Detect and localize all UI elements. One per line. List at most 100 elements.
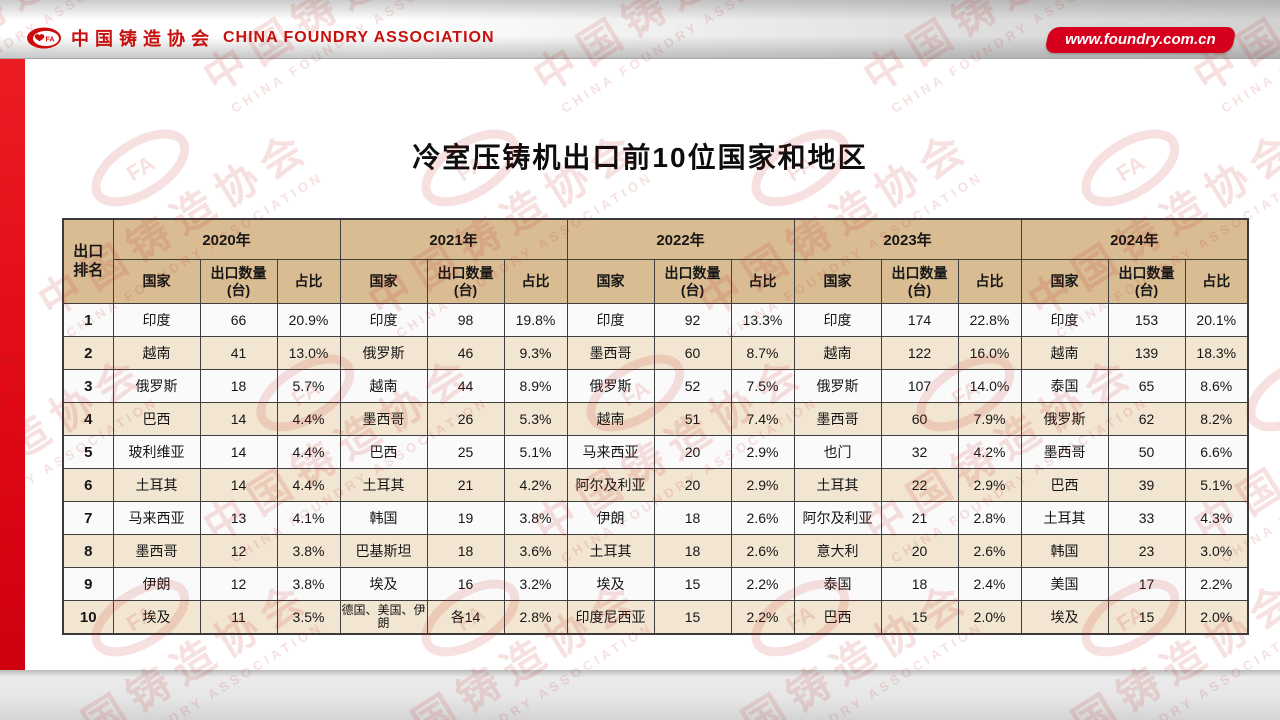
table-row: 7 马来西亚 13 4.1% 韩国 19 3.8% 伊朗 18 2.6% 阿尔及利亚 21 2.8% 土耳… — [62, 501, 1249, 535]
country-header: 国家 — [1020, 259, 1109, 304]
qty-cell: 14 — [199, 435, 278, 469]
share-cell: 4.2% — [957, 435, 1022, 469]
country-cell: 越南 — [1020, 336, 1109, 370]
share-cell: 2.4% — [957, 567, 1022, 601]
table-row: 2 越南 41 13.0% 俄罗斯 46 9.3% 墨西哥 60 8.7% 越南 122 16.0% 越南… — [62, 336, 1249, 370]
country-header: 国家 — [339, 259, 428, 304]
rank-cell: 3 — [62, 369, 114, 403]
share-cell: 18.3% — [1184, 336, 1249, 370]
qty-cell: 26 — [426, 402, 505, 436]
share-cell: 4.4% — [276, 402, 341, 436]
share-header: 占比 — [276, 259, 341, 304]
share-cell: 8.9% — [503, 369, 568, 403]
country-cell: 马来西亚 — [566, 435, 655, 469]
share-header: 占比 — [957, 259, 1022, 304]
country-cell: 俄罗斯 — [566, 369, 655, 403]
qty-cell: 15 — [653, 567, 732, 601]
country-cell: 埃及 — [1020, 600, 1109, 635]
qty-cell: 15 — [880, 600, 959, 635]
country-cell: 印度尼西亚 — [566, 600, 655, 635]
brand-name-cn: 中国铸造协会 — [71, 29, 215, 49]
country-cell: 阿尔及利亚 — [793, 501, 882, 535]
country-cell: 德国、美国、伊朗 — [339, 600, 428, 635]
country-cell: 墨西哥 — [1020, 435, 1109, 469]
share-cell: 8.2% — [1184, 402, 1249, 436]
country-cell: 俄罗斯 — [339, 336, 428, 370]
share-cell: 4.4% — [276, 468, 341, 502]
country-cell: 意大利 — [793, 534, 882, 568]
share-cell: 2.9% — [730, 435, 795, 469]
qty-cell: 32 — [880, 435, 959, 469]
share-cell: 5.1% — [1184, 468, 1249, 502]
share-cell: 6.6% — [1184, 435, 1249, 469]
share-cell: 2.9% — [730, 468, 795, 502]
share-cell: 20.1% — [1184, 303, 1249, 337]
rank-cell: 9 — [62, 567, 114, 601]
qty-cell: 15 — [653, 600, 732, 635]
table-row: 5 玻利维亚 14 4.4% 巴西 25 5.1% 马来西亚 20 2.9% 也门 32 4.2% 墨西哥… — [62, 435, 1249, 469]
left-accent-bar — [0, 59, 25, 670]
qty-cell: 60 — [880, 402, 959, 436]
country-cell: 越南 — [112, 336, 201, 370]
qty-cell: 18 — [653, 534, 732, 568]
country-cell: 巴西 — [793, 600, 882, 635]
share-cell: 13.0% — [276, 336, 341, 370]
country-cell: 埃及 — [112, 600, 201, 635]
share-cell: 7.4% — [730, 402, 795, 436]
qty-cell: 18 — [653, 501, 732, 535]
year-header: 2024年 — [1020, 218, 1249, 260]
cfa-logo-icon: FA — [27, 27, 61, 49]
qty-cell: 23 — [1107, 534, 1186, 568]
country-cell: 墨西哥 — [339, 402, 428, 436]
country-cell: 泰国 — [793, 567, 882, 601]
country-cell: 巴西 — [1020, 468, 1109, 502]
share-cell: 16.0% — [957, 336, 1022, 370]
share-cell: 4.4% — [276, 435, 341, 469]
share-cell: 2.2% — [1184, 567, 1249, 601]
table-row: 10 埃及 11 3.5% 德国、美国、伊朗 各14 2.8% 印度尼西亚 15 2.2% 巴西 15… — [62, 600, 1249, 635]
country-cell: 埃及 — [566, 567, 655, 601]
qty-cell: 65 — [1107, 369, 1186, 403]
share-cell: 7.9% — [957, 402, 1022, 436]
share-cell: 4.3% — [1184, 501, 1249, 535]
share-cell: 20.9% — [276, 303, 341, 337]
qty-cell: 20 — [880, 534, 959, 568]
qty-cell: 44 — [426, 369, 505, 403]
qty-header: 出口数量 (台) — [880, 259, 959, 304]
country-header: 国家 — [112, 259, 201, 304]
country-cell: 印度 — [339, 303, 428, 337]
table-container: 出口 排名 2020年 2021年 2022年 2023年 2024年 国家 出口数量 (台)… — [62, 218, 1250, 635]
rank-cell: 6 — [62, 468, 114, 502]
share-cell: 3.6% — [503, 534, 568, 568]
country-cell: 俄罗斯 — [112, 369, 201, 403]
country-cell: 巴西 — [339, 435, 428, 469]
qty-cell: 122 — [880, 336, 959, 370]
share-cell: 19.8% — [503, 303, 568, 337]
website-url: www.foundry.com.cn — [1065, 31, 1217, 48]
country-cell: 美国 — [1020, 567, 1109, 601]
qty-cell: 11 — [199, 600, 278, 635]
qty-cell: 51 — [653, 402, 732, 436]
qty-cell: 107 — [880, 369, 959, 403]
share-cell: 22.8% — [957, 303, 1022, 337]
qty-cell: 22 — [880, 468, 959, 502]
country-header: 国家 — [566, 259, 655, 304]
export-table: 出口 排名 2020年 2021年 2022年 2023年 2024年 国家 出口数量 (台)… — [62, 218, 1250, 635]
country-cell: 越南 — [339, 369, 428, 403]
qty-cell: 20 — [653, 468, 732, 502]
share-cell: 14.0% — [957, 369, 1022, 403]
qty-cell: 12 — [199, 567, 278, 601]
website-badge: www.foundry.com.cn — [1044, 27, 1237, 53]
country-cell: 墨西哥 — [793, 402, 882, 436]
qty-cell: 60 — [653, 336, 732, 370]
table-row: 6 土耳其 14 4.4% 土耳其 21 4.2% 阿尔及利亚 20 2.9% 土耳其 22 2.9% 巴… — [62, 468, 1249, 502]
header-sub-row: 国家 出口数量 (台) 占比 国家 出口数量 (台) 占比 国家 出口数量 (台) 占比 国家 出口… — [63, 259, 1249, 304]
share-cell: 13.3% — [730, 303, 795, 337]
qty-header: 出口数量 (台) — [1107, 259, 1186, 304]
year-header: 2022年 — [566, 218, 795, 260]
qty-cell: 13 — [199, 501, 278, 535]
country-cell: 印度 — [112, 303, 201, 337]
qty-cell: 19 — [426, 501, 505, 535]
share-cell: 2.9% — [957, 468, 1022, 502]
brand-name-en: CHINA FOUNDRY ASSOCIATION — [223, 29, 495, 46]
